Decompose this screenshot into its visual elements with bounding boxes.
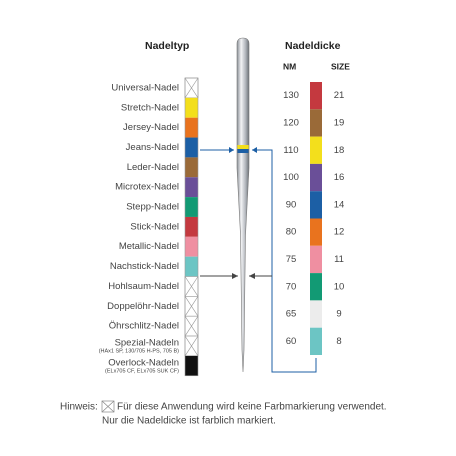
nm-value: 70	[286, 281, 297, 292]
cross	[184, 276, 199, 297]
size-value: 8	[336, 336, 341, 347]
size-value: 10	[334, 281, 345, 292]
size-value: 16	[334, 172, 345, 183]
footer-line: Für diese Anwendung wird keine Farbmarki…	[117, 402, 387, 413]
size-swatch	[310, 245, 322, 274]
size-swatch	[310, 191, 322, 219]
needle-type: Microtex-Nadel	[115, 182, 179, 193]
swatch	[185, 256, 198, 277]
size-swatch	[310, 218, 322, 246]
nm-value: 90	[286, 199, 297, 210]
needle-type-sub: (HAx1 SP, 130/705 H-PS, 705 B)	[99, 349, 179, 355]
nm-value: 60	[286, 336, 297, 347]
size-swatch	[310, 136, 322, 164]
needle-type: Doppelöhr-Nadel	[107, 301, 179, 312]
footer: Hinweis: Für diese Anwendung wird keine …	[60, 400, 387, 427]
nm-value: 130	[283, 90, 299, 101]
swatch	[185, 236, 198, 257]
needle-type: Nachstick-Nadel	[110, 261, 179, 272]
needle-type: Hohlsaum-Nadel	[108, 281, 179, 292]
size-value: 12	[334, 227, 345, 238]
footer-label: Hinweis:	[60, 402, 98, 413]
nm-value: 100	[283, 172, 299, 183]
needle-type: Spezial-Nadeln	[115, 338, 179, 349]
needle-type: Leder-Nadel	[127, 162, 179, 173]
swatch	[185, 177, 198, 198]
left-title: Nadeltyp	[145, 40, 189, 52]
swatch	[185, 157, 198, 178]
swatch	[185, 137, 198, 158]
nm-value: 75	[286, 254, 297, 265]
size-swatch	[310, 82, 322, 110]
needle-type: Jersey-Nadel	[123, 122, 179, 133]
size-value: 21	[334, 90, 345, 101]
size-value: 14	[334, 199, 345, 210]
needle-type: Stick-Nadel	[130, 221, 179, 232]
nm-value: 120	[283, 117, 299, 128]
needle-type: Stepp-Nadel	[126, 202, 179, 213]
size-value: 11	[334, 254, 344, 265]
swatch	[185, 97, 198, 118]
needle-type-sub: (ELx705 CF, ELx705 SUK CF)	[105, 368, 179, 374]
needle-type: Stretch-Nadel	[121, 102, 179, 113]
cross	[184, 335, 199, 357]
connectors	[200, 147, 317, 373]
nm-value: 110	[283, 145, 298, 156]
size-swatch	[310, 109, 322, 137]
cross	[184, 316, 199, 337]
size-swatch	[310, 273, 322, 301]
needle-type: Overlock-Nadeln	[108, 357, 179, 368]
swatch-frame	[184, 77, 199, 377]
needle-type: Jeans-Nadel	[126, 142, 179, 153]
needle-type: Universal-Nadel	[111, 82, 179, 93]
size-swatch	[310, 327, 322, 355]
size-swatch	[310, 163, 322, 192]
swatch	[185, 355, 198, 376]
size-value: 18	[334, 145, 345, 156]
nm-value: 80	[286, 227, 297, 238]
size-header: SIZE	[331, 61, 350, 71]
right-title: Nadeldicke	[285, 40, 341, 52]
swatch	[185, 197, 198, 217]
size-swatch	[310, 300, 322, 328]
cross	[184, 77, 199, 99]
size-value: 19	[334, 117, 345, 128]
needle-type: Öhrschlitz-Nadel	[109, 321, 179, 332]
cross	[184, 296, 199, 317]
swatch	[185, 216, 198, 237]
nm-value: 65	[286, 309, 297, 320]
needle-type: Metallic-Nadel	[119, 241, 179, 252]
nm-header: NM	[283, 61, 296, 71]
swatch	[185, 117, 198, 138]
size-value: 9	[336, 309, 341, 320]
needle	[236, 37, 250, 373]
footer-line: Nur die Nadeldicke ist farblich markiert…	[102, 416, 276, 427]
